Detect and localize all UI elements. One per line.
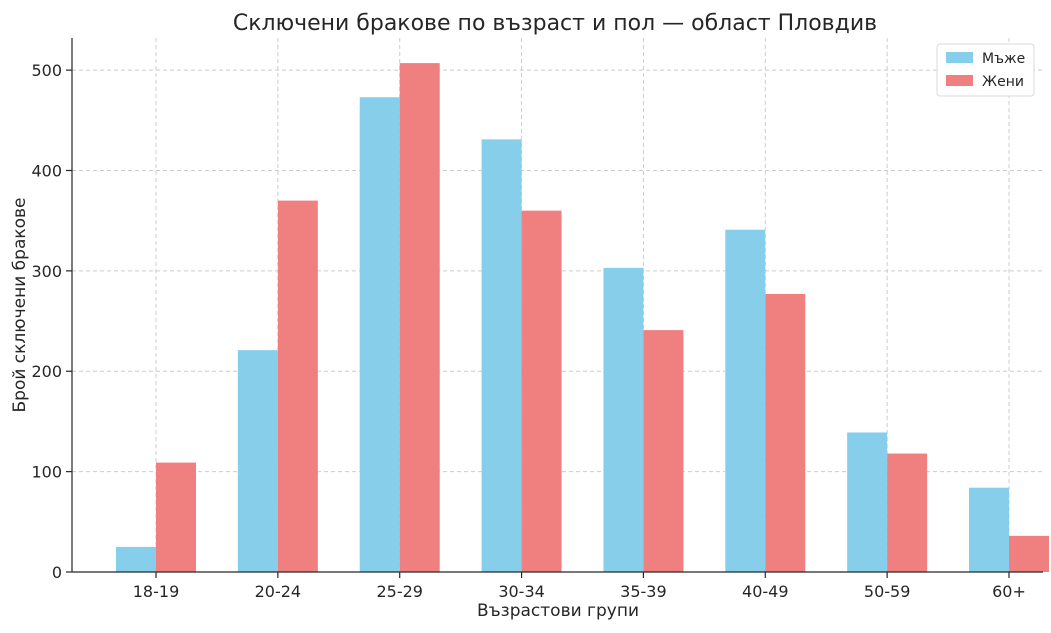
x-tick-label: 18-19: [133, 582, 180, 601]
legend-label: Мъже: [982, 51, 1025, 67]
bar-women-50-59: [887, 453, 928, 572]
legend-swatch: [946, 75, 973, 86]
bar-women-18-19: [156, 462, 196, 572]
x-tick-label: 20-24: [255, 582, 302, 601]
legend: Мъже Жени: [936, 43, 1035, 97]
bar-men-20-24: [237, 350, 278, 572]
bar-men-40-49: [725, 229, 766, 572]
x-tick-label: 25-29: [376, 582, 423, 601]
y-tick-label: 500: [31, 61, 62, 80]
x-tick-label: 35-39: [620, 582, 667, 601]
bar-women-30-34: [521, 210, 562, 573]
bar-women-60+: [1009, 535, 1049, 572]
y-tick-label: 0: [52, 563, 62, 582]
x-tick-label: 50-59: [864, 582, 911, 601]
bar-women-35-39: [643, 330, 684, 572]
x-axis-title: Възрастови групи: [477, 601, 639, 621]
y-axis-title: Брой сключени бракове: [10, 197, 30, 412]
legend-label: Жени: [982, 74, 1024, 90]
axes: 0 100 200 300 400 500 18-19 20-24 25-29 30-34 35-3…: [31, 38, 1043, 601]
x-tick-label: 40-49: [742, 582, 789, 601]
y-tick-label: 300: [31, 262, 62, 281]
bar-women-25-29: [399, 63, 440, 572]
x-tick-label: 60+: [992, 582, 1026, 601]
bar-men-25-29: [359, 97, 400, 572]
bar-men-18-19: [116, 546, 156, 572]
bar-women-20-24: [277, 200, 318, 573]
bar-men-30-34: [481, 139, 522, 572]
bar-men-35-39: [603, 267, 644, 572]
bars: [116, 63, 1049, 573]
chart-title: Сключени бракове по възраст и пол — обла…: [233, 11, 877, 36]
bar-men-60+: [969, 487, 1009, 572]
x-tick-label: 30-34: [498, 582, 545, 601]
y-tick-label: 400: [31, 161, 62, 180]
bar-men-50-59: [847, 432, 888, 572]
y-tick-label: 100: [31, 463, 62, 482]
legend-swatch: [946, 52, 973, 63]
bar-women-40-49: [765, 293, 806, 572]
y-tick-label: 200: [31, 362, 62, 381]
